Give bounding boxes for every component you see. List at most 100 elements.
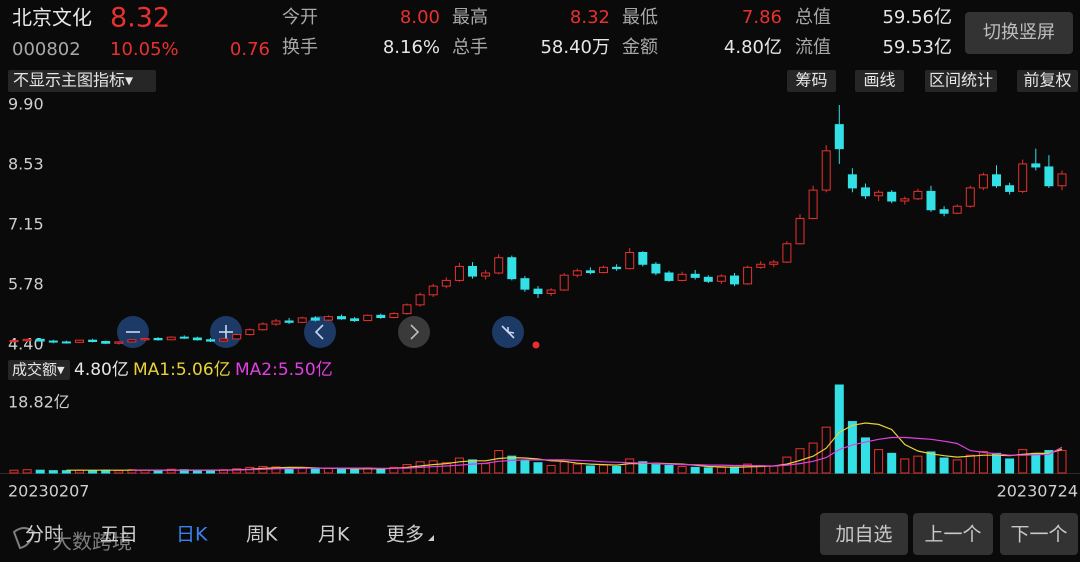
candle-body xyxy=(795,217,805,245)
tab[interactable]: 月K xyxy=(318,524,350,546)
toolbar-button[interactable] xyxy=(925,70,997,92)
volume-select[interactable] xyxy=(8,360,70,380)
candle-body xyxy=(939,209,949,214)
volume-bar xyxy=(664,465,674,474)
candle-body xyxy=(834,124,844,150)
candle-body xyxy=(389,313,399,319)
candle-body xyxy=(101,341,111,344)
candle-body xyxy=(978,174,988,189)
candle-body xyxy=(323,316,333,321)
volume-bar xyxy=(612,465,622,474)
volume-bar xyxy=(599,464,608,474)
candle-body xyxy=(821,150,831,191)
candle-body xyxy=(258,323,268,331)
marker-dot xyxy=(532,341,540,349)
volume-bar xyxy=(323,467,333,474)
toolbar-button-label[interactable]: 画线 xyxy=(863,71,895,90)
candle-body xyxy=(61,341,71,344)
nav-button-label[interactable]: 加自选 xyxy=(835,524,892,546)
candle-body xyxy=(166,336,176,341)
candle-body xyxy=(808,189,818,219)
candle-body xyxy=(546,289,556,295)
candle-body xyxy=(651,263,661,274)
toolbar-button[interactable] xyxy=(855,70,904,92)
stat-label: 今开 xyxy=(282,7,318,28)
stat-label: 金额 xyxy=(622,37,658,58)
y-tick-label: 8.53 xyxy=(8,154,44,173)
nav-button[interactable] xyxy=(820,513,908,555)
nav-button[interactable] xyxy=(913,513,993,555)
volume-bar xyxy=(965,454,975,474)
volume-bar xyxy=(468,459,477,474)
candle-body xyxy=(219,338,229,342)
candle-body xyxy=(703,276,713,282)
candle-body xyxy=(9,340,19,343)
nav-button-label[interactable]: 下一个 xyxy=(1010,524,1067,546)
candle-body xyxy=(769,261,779,265)
nav-button-label[interactable]: 上一个 xyxy=(924,524,981,546)
toolbar-button[interactable] xyxy=(1017,70,1078,92)
y-tick-label: 4.40 xyxy=(8,335,44,354)
candle-body xyxy=(599,266,608,274)
candle-body xyxy=(88,339,98,343)
candle-body xyxy=(664,272,674,281)
toolbar-buttons: 筹码 画线 区间统计 前复权 xyxy=(787,70,1078,92)
stat-value: 58.40万 xyxy=(540,37,610,58)
volume-select-label[interactable]: 成交额▾ xyxy=(12,361,65,379)
candle-body xyxy=(690,273,700,278)
volume-bar xyxy=(1044,450,1054,474)
volume-bar xyxy=(337,468,346,474)
volume-bar xyxy=(900,458,910,474)
move-right[interactable] xyxy=(398,316,430,348)
volume-bar xyxy=(861,437,870,474)
volume-bar xyxy=(271,466,281,474)
tab[interactable]: 周K xyxy=(246,524,278,546)
candle-body xyxy=(677,273,687,281)
stock-name: 北京文化 xyxy=(12,6,92,30)
stat-label: 流值 xyxy=(795,37,831,58)
volume-bar xyxy=(114,470,124,474)
candle-body xyxy=(559,274,569,291)
toolbar-button-label[interactable]: 前复权 xyxy=(1023,71,1071,90)
candle-body xyxy=(992,174,1001,187)
volume-bar xyxy=(769,465,779,474)
volume-bar xyxy=(926,451,936,474)
volume-bar xyxy=(992,452,1001,474)
volume-current: 4.80亿 xyxy=(74,360,129,380)
stat-value: 59.53亿 xyxy=(882,37,952,58)
switch-button-label[interactable]: 切换竖屏 xyxy=(983,22,1055,43)
volume-bar xyxy=(572,463,582,474)
candle-body xyxy=(441,279,451,287)
candle-body xyxy=(127,339,137,343)
candle-body xyxy=(245,329,255,336)
tab[interactable]: 五日 xyxy=(100,524,138,546)
volume-bar xyxy=(402,464,412,474)
tab[interactable]: 分时 xyxy=(25,524,63,546)
candle-body xyxy=(1044,166,1054,187)
candle-body xyxy=(22,338,32,342)
toolbar-button-label[interactable]: 筹码 xyxy=(795,71,827,90)
tab[interactable]: 更多 xyxy=(386,524,424,546)
tab[interactable]: 日K xyxy=(176,524,208,546)
candle-body xyxy=(1005,185,1015,192)
move-left[interactable] xyxy=(304,316,336,348)
watermark-logo xyxy=(12,527,36,550)
indicator-label[interactable]: 不显示主图指标▾ xyxy=(13,71,133,90)
indicator-select[interactable] xyxy=(8,70,156,92)
volume-bar xyxy=(48,470,58,474)
switch-button[interactable] xyxy=(965,12,1073,54)
volume-bar xyxy=(939,457,949,474)
toolbar-button-label[interactable]: 区间统计 xyxy=(929,71,993,90)
nav-button[interactable] xyxy=(1000,513,1078,555)
volume-bar xyxy=(533,462,543,474)
candle-body xyxy=(507,257,517,280)
zoom-glyphs xyxy=(126,324,515,340)
volume-bar xyxy=(520,460,530,474)
stock-price: 8.32 xyxy=(110,3,170,34)
toolbar-button[interactable] xyxy=(787,70,836,92)
candle-body xyxy=(415,294,425,306)
volume-bar xyxy=(389,466,399,474)
volume-bar xyxy=(35,469,45,474)
